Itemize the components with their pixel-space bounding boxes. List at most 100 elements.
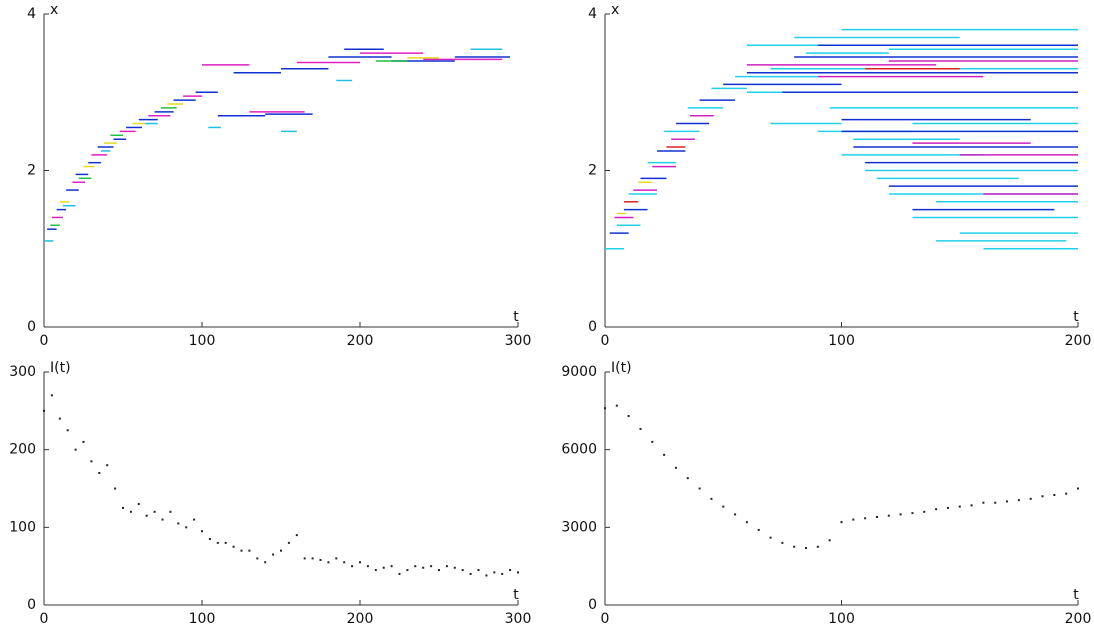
point [50,394,53,397]
point [805,547,808,550]
point [911,512,914,515]
x-tick-label: 300 [505,611,532,627]
y-tick-label: 4 [27,6,36,22]
y-tick-label: 4 [588,6,597,22]
point [177,522,180,525]
x-tick-label: 100 [828,611,855,627]
point [509,569,512,572]
x-tick-label: 0 [40,611,49,627]
point [828,539,831,542]
point [366,565,369,568]
point [153,510,156,513]
point [311,557,314,560]
y-tick-label: 0 [27,319,36,335]
y-tick-label: 200 [9,442,36,458]
point [351,565,354,568]
point [161,518,164,521]
point [240,549,243,552]
point [216,541,219,544]
point [501,572,504,575]
y-tick-label: 9000 [561,364,597,380]
point [887,514,890,517]
x-tick-label: 300 [505,333,532,349]
point [958,505,961,508]
point [295,534,298,537]
point [98,471,101,474]
y-axis-label: x [50,2,58,18]
y-tick-label: 3000 [561,519,597,535]
point [453,566,456,569]
x-tick-label: 100 [189,611,216,627]
x-tick-label: 100 [828,333,855,349]
x-tick-label: 200 [1065,333,1092,349]
y-tick-label: 6000 [561,442,597,458]
x-axis-label: t [513,587,519,603]
point [193,518,196,521]
point [272,553,275,556]
point [185,526,188,529]
point [493,571,496,574]
point [1065,492,1068,495]
point [406,569,409,572]
point [382,566,385,569]
point [710,497,713,500]
point [477,569,480,572]
point [485,574,488,577]
point [208,537,211,540]
x-axis-label: t [1073,309,1079,325]
point [248,549,251,552]
point [935,508,938,511]
point [651,440,654,443]
point [137,503,140,506]
point [734,513,737,516]
point [461,569,464,572]
point [615,404,618,407]
point [58,417,61,420]
y-tick-label: 300 [9,364,36,380]
point [256,557,259,560]
point [923,510,926,513]
point [422,566,425,569]
point [287,541,290,544]
point [686,477,689,480]
point [122,506,124,509]
point [359,561,361,564]
point [82,440,85,443]
point [66,429,69,432]
point [224,541,227,544]
point [1006,500,1009,503]
point [875,515,878,518]
x-axis-label: t [1073,587,1079,603]
point [1053,493,1056,496]
point [374,569,377,572]
point [1017,499,1020,502]
point [129,510,132,513]
point [793,545,796,548]
point [1041,495,1044,498]
point [43,409,45,412]
point [840,521,843,524]
point [517,571,519,574]
point [414,565,417,568]
point [1029,497,1032,500]
x-tick-label: 0 [601,333,610,349]
point [438,569,440,572]
point [639,427,642,430]
point [445,565,448,568]
point [994,501,997,504]
x-tick-label: 200 [1065,611,1092,627]
point [698,487,701,490]
point [864,517,867,520]
point [745,521,748,524]
point [469,572,472,575]
y-axis-label: I(t) [611,360,632,376]
point [663,453,666,456]
y-tick-label: 0 [588,597,597,613]
point [335,557,338,560]
x-tick-label: 100 [189,333,216,349]
point [90,460,93,463]
x-tick-label: 0 [601,611,610,627]
point [430,565,433,568]
point [74,448,77,451]
